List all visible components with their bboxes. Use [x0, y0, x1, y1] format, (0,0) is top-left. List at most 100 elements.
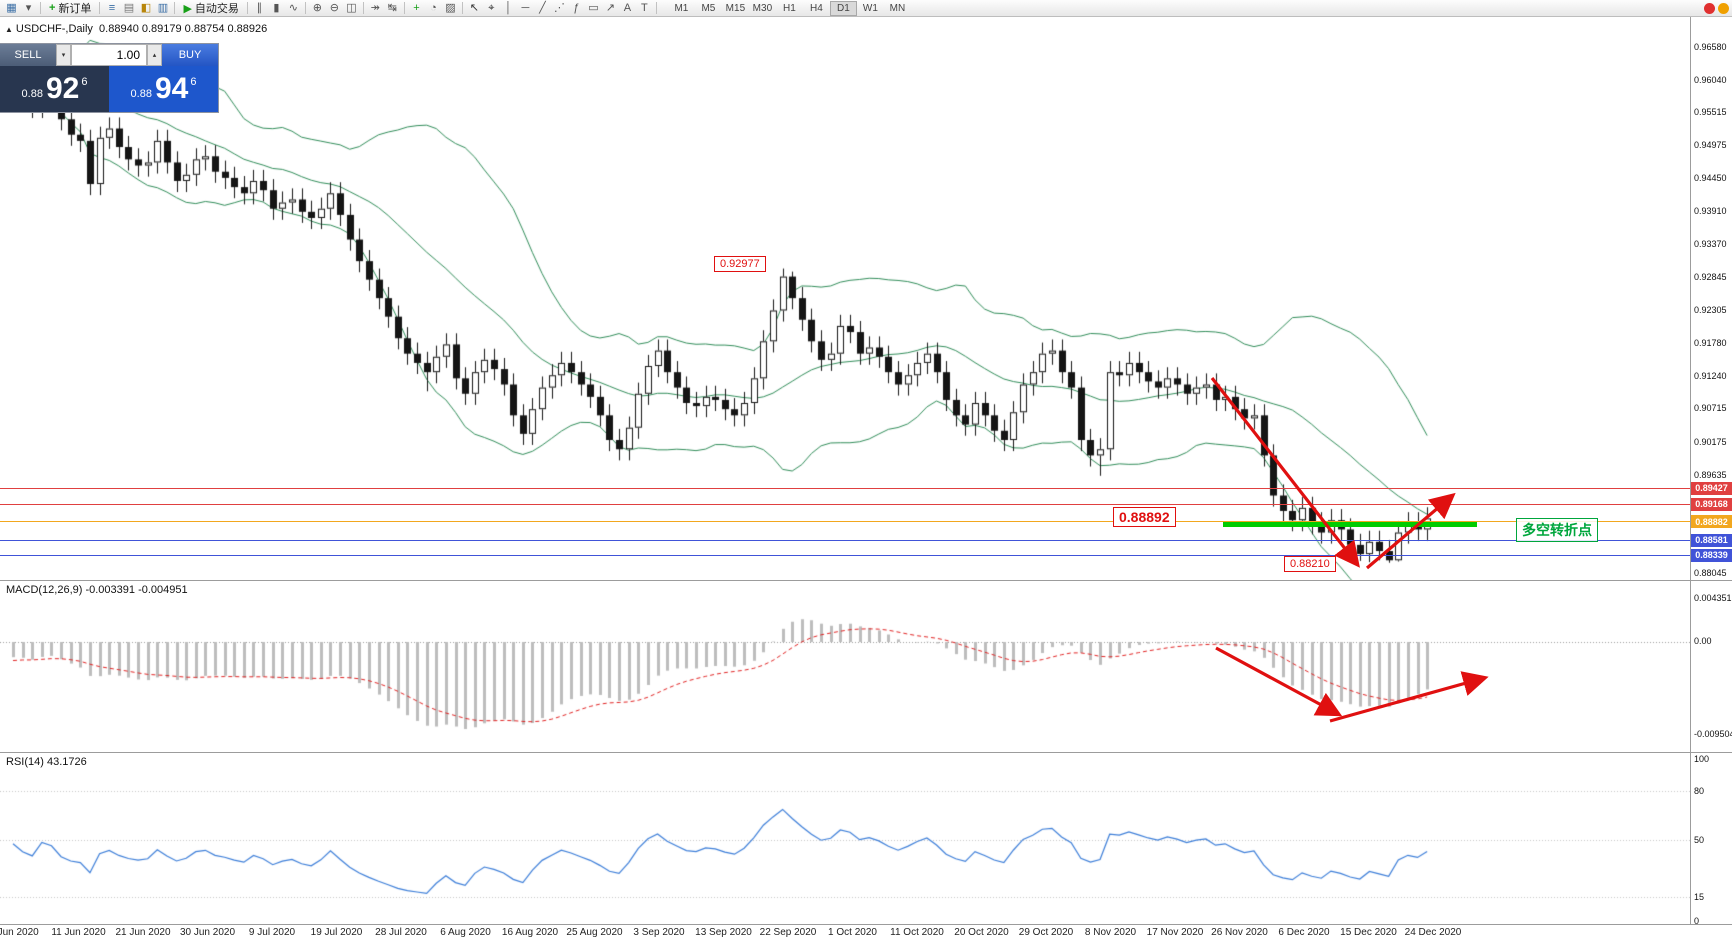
autotrading-button-icon: ▶ — [183, 2, 192, 15]
new-order-button-icon: + — [49, 2, 56, 14]
trendline-icon[interactable]: ╱ — [539, 1, 546, 14]
turning-point-label[interactable]: 多空转折点 — [1516, 518, 1598, 542]
main-toolbar: ▦ ▾ + 新订单 ≡ ▤ ◧ ▥ ▶ 自动交易 ∥ ▮ ∿ ⊕ ⊖ ◫ ↠ ↹ + ◔ ▨ ↖ ⌖ │ ─ ╱ ⋰ ƒ ▭ ↗ A T M1 M… — [0, 0, 1732, 17]
periods-icon[interactable]: ◔ — [430, 1, 437, 14]
timeframe-w1[interactable]: W1 — [862, 2, 878, 14]
price-tick: 0.94975 — [1694, 140, 1727, 151]
text-label-icon[interactable]: T — [641, 1, 648, 14]
vertical-line-icon[interactable]: │ — [504, 1, 512, 14]
sell-price-small: 0.88 — [21, 88, 43, 100]
timeframe-m1[interactable]: M1 — [674, 2, 689, 14]
shapes-icon[interactable]: ▭ — [588, 1, 599, 14]
price-tick: 0.92845 — [1694, 271, 1727, 282]
horizontal-level-0.89427[interactable] — [0, 488, 1690, 489]
symbol-ohlc: 0.88940 0.89179 0.88754 0.88926 — [99, 23, 268, 35]
horizontal-level-0.88339[interactable] — [0, 555, 1690, 556]
zoom-out-icon[interactable]: ⊖ — [329, 1, 340, 14]
sell-button[interactable]: SELL — [0, 44, 56, 66]
rsi-canvas[interactable] — [0, 753, 1690, 924]
low-price-label[interactable]: 0.88210 — [1284, 556, 1336, 572]
price-level-badge: 0.89168 — [1691, 497, 1732, 511]
autotrading-button[interactable]: ▶ 自动交易 — [178, 1, 243, 16]
date-label: 20 Oct 2020 — [954, 927, 1009, 938]
macd-indicator-label: MACD(12,26,9) -0.003391 -0.004951 — [6, 584, 188, 596]
timeframe-mn[interactable]: MN — [889, 2, 906, 14]
buy-price-small: 0.88 — [130, 88, 152, 100]
timeframe-m5[interactable]: M5 — [701, 2, 716, 14]
rsi-tick: 100 — [1694, 754, 1710, 764]
buy-quote[interactable]: 0.88 94 6 — [109, 66, 218, 112]
terminal-icon[interactable]: ▥ — [157, 1, 169, 14]
volume-increase-button[interactable]: ▴ — [147, 44, 162, 66]
volume-decrease-button[interactable]: ▾ — [56, 44, 71, 66]
bar-chart-icon[interactable]: ∥ — [256, 1, 263, 14]
price-tick: 0.94450 — [1694, 172, 1727, 183]
candlestick-chart-icon[interactable]: ▮ — [273, 1, 280, 14]
channel-icon[interactable]: ⋰ — [553, 1, 565, 14]
one-click-trading-panel: SELL ▾ ▴ BUY 0.88 92 6 0.88 94 6 — [0, 44, 218, 112]
horizontal-line-icon[interactable]: ─ — [521, 1, 530, 14]
arrows-icon[interactable]: ↗ — [605, 1, 616, 14]
tile-windows-icon[interactable]: ◫ — [346, 1, 357, 14]
date-label: 30 Jun 2020 — [179, 927, 236, 938]
auto-scroll-icon[interactable]: ↠ — [370, 1, 381, 14]
data-window-icon[interactable]: ▤ — [123, 1, 135, 14]
date-label: 6 Aug 2020 — [440, 927, 491, 938]
timeframe-d1[interactable]: D1 — [829, 0, 857, 16]
fibonacci-icon[interactable]: ƒ — [573, 1, 580, 14]
rsi-panel-divider[interactable] — [0, 752, 1732, 753]
date-label: 6 Dec 2020 — [1278, 927, 1330, 938]
crosshair-icon[interactable]: ⌖ — [488, 1, 495, 14]
price-tick: 0.96040 — [1694, 74, 1727, 85]
peak-price-label[interactable]: 0.92977 — [714, 256, 766, 272]
macd-canvas[interactable] — [0, 581, 1690, 752]
support-trendline[interactable] — [1223, 522, 1477, 527]
timeframe-h1[interactable]: H1 — [783, 2, 796, 14]
timeframe-m30[interactable]: M30 — [752, 2, 773, 14]
status-indicator-red-icon[interactable] — [1704, 2, 1715, 14]
buy-button[interactable]: BUY — [162, 44, 218, 66]
price-tick: 0.93910 — [1694, 206, 1727, 217]
horizontal-level-0.88882[interactable] — [0, 521, 1690, 522]
horizontal-level-0.89168[interactable] — [0, 504, 1690, 505]
chart-symbol-line: ▲ USDCHF-,Daily 0.88940 0.89179 0.88754 0… — [5, 23, 267, 35]
templates-icon[interactable]: ▨ — [445, 1, 456, 14]
chart-profiles-icon[interactable]: ▾ — [25, 1, 32, 14]
support-price-label[interactable]: 0.88892 — [1113, 507, 1176, 527]
macd-scale-top: 0.004351 — [1694, 593, 1732, 603]
sell-quote[interactable]: 0.88 92 6 — [0, 66, 109, 112]
date-label: 17 Nov 2020 — [1146, 927, 1204, 938]
date-label: 22 Sep 2020 — [759, 927, 817, 938]
rsi-tick: 0 — [1694, 916, 1700, 926]
macd-panel-divider[interactable] — [0, 580, 1732, 581]
new-chart-icon[interactable]: ▦ — [6, 1, 17, 14]
date-label: 3 Sep 2020 — [633, 927, 685, 938]
status-indicator-orange-icon[interactable] — [1718, 2, 1729, 14]
buy-price-pip: 6 — [190, 76, 197, 88]
horizontal-level-0.88581[interactable] — [0, 540, 1690, 541]
volume-input[interactable] — [71, 44, 147, 66]
line-chart-icon[interactable]: ∿ — [288, 1, 299, 14]
navigator-icon[interactable]: ◧ — [140, 1, 152, 14]
market-watch-icon[interactable]: ≡ — [108, 1, 116, 14]
new-order-button[interactable]: + 新订单 — [44, 1, 96, 16]
date-label: 2 Jun 2020 — [0, 927, 39, 938]
text-icon[interactable]: A — [623, 1, 632, 14]
date-label: 21 Jun 2020 — [115, 927, 171, 938]
toolbar-separator — [304, 2, 306, 14]
zoom-in-icon[interactable]: ⊕ — [312, 1, 323, 14]
price-chart-canvas[interactable] — [0, 0, 1690, 580]
chart-shift-icon[interactable]: ↹ — [387, 1, 398, 14]
date-label: 29 Oct 2020 — [1018, 927, 1074, 938]
price-tick: 0.88045 — [1694, 567, 1727, 578]
date-label: 11 Jun 2020 — [51, 927, 106, 938]
cursor-icon[interactable]: ↖ — [469, 1, 480, 14]
timeframe-h4[interactable]: H4 — [810, 2, 823, 14]
price-level-badge: 0.88581 — [1691, 533, 1732, 547]
rsi-indic ator-label: RSI(14) 43.1726 — [6, 756, 87, 768]
price-level-badge: 0.88339 — [1691, 548, 1732, 562]
toolbar-separator — [246, 2, 248, 14]
timeframe-m15[interactable]: M15 — [725, 2, 746, 14]
indicators-icon[interactable]: + — [413, 1, 420, 14]
